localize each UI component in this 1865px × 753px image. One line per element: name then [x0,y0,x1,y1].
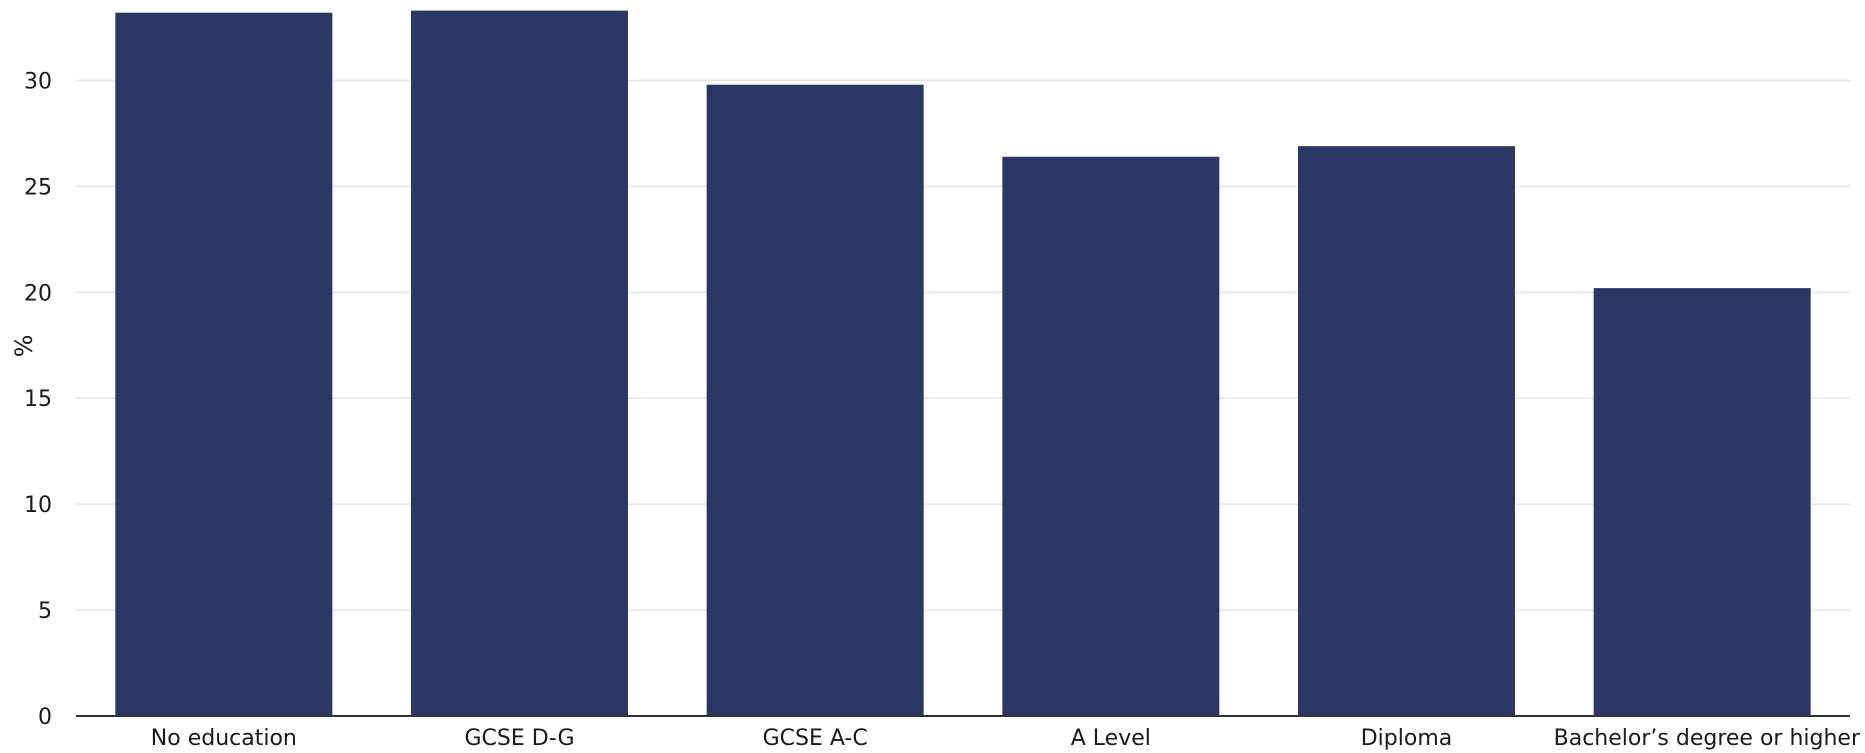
x-tick-label: A Level [1071,726,1151,751]
y-tick-label: 15 [24,387,52,412]
y-tick-label: 30 [24,69,52,94]
y-axis-ticks: 0 5 10 15 20 25 30 [24,69,52,730]
gridlines [76,79,1850,611]
y-tick-label: 5 [38,599,52,624]
bar [1593,288,1811,716]
y-tick-label: 25 [24,175,52,200]
y-tick-label: 0 [38,705,52,730]
bars [115,10,1811,717]
x-tick-label: Bachelor’s degree or higher [1554,726,1861,751]
x-axis-labels: No education GCSE D-G GCSE A-C A Level Diplo… [151,726,1861,751]
bar [1298,146,1515,717]
y-tick-label: 20 [24,281,52,306]
y-axis-title: % [10,335,38,358]
bar [706,84,924,717]
x-tick-label: GCSE D-G [465,726,575,751]
y-tick-label: 10 [24,493,52,518]
x-tick-label: Diploma [1361,726,1453,751]
bar [115,12,333,716]
bar [411,10,628,716]
bar [1002,156,1220,717]
x-tick-label: GCSE A-C [763,726,868,751]
x-tick-label: No education [151,726,297,751]
